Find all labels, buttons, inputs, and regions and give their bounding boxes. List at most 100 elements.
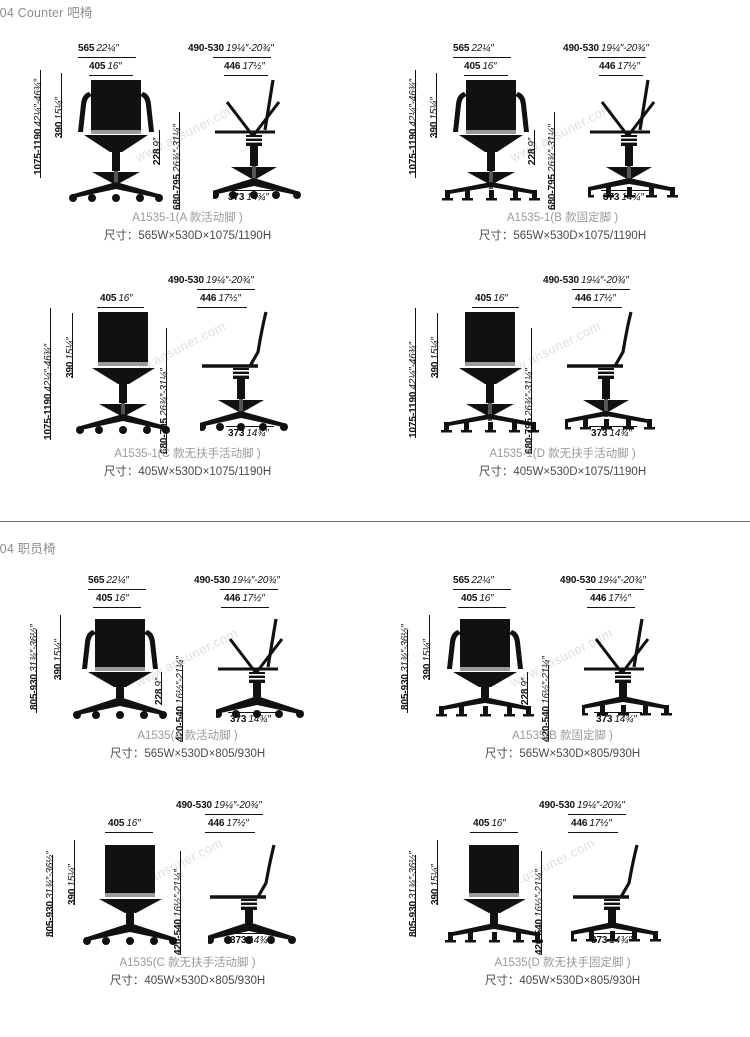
- dim-rule: [587, 607, 635, 609]
- dim-rule: [40, 70, 42, 178]
- product-name: A1535-1(B 款固定脚 ): [506, 212, 619, 224]
- product-dimensions: 尺寸：565W×530D×805/930H: [484, 747, 641, 760]
- dim-backrest-390: 39015¼″: [53, 639, 64, 680]
- dim-width-405: 405 16″: [108, 818, 141, 829]
- product-dimensions: 尺寸：405W×530D×1075/1190H: [103, 465, 272, 478]
- dim-rule: [60, 615, 62, 680]
- section-title-task: .04 职员椅: [0, 542, 56, 556]
- chair-side-view: [582, 617, 678, 727]
- dim-total-height: 1075-119042¼″-46¾″: [43, 344, 54, 440]
- chair-front-view: [431, 617, 539, 727]
- dim-depth-446: 446 17½″: [575, 293, 616, 304]
- chair-front-view: [70, 310, 178, 435]
- dim-rule: [105, 832, 153, 834]
- dim-rule: [72, 313, 74, 378]
- dim-rule: [601, 190, 649, 192]
- dim-total-height: 805-93031¾″-36½″: [408, 851, 419, 937]
- dim-rule: [180, 851, 182, 955]
- dim-rule: [220, 589, 278, 591]
- chair-front-view: [437, 78, 545, 203]
- dim-rule: [554, 112, 556, 210]
- dim-total-height: 1075-119042¼″-46¾″: [408, 342, 419, 438]
- dim-total-height: 805-93031¾″-36½″: [400, 624, 411, 710]
- dim-depth-490-530: 490-530 19¼″-20¾″: [188, 43, 274, 54]
- dim-rule: [541, 851, 543, 955]
- dim-width-405: 405 16″: [473, 818, 506, 829]
- dim-depth-446: 446 17½″: [200, 293, 241, 304]
- product-dimensions: 尺寸：405W×530D×805/930H: [109, 974, 266, 987]
- dim-depth-490-530: 490-530 19¼″-20¾″: [194, 575, 280, 586]
- section-divider: [0, 521, 750, 522]
- dim-backrest-390: 39015¼″: [430, 864, 441, 905]
- dim-depth-446: 446 17½″: [208, 818, 249, 829]
- chair-front-view: [437, 310, 545, 435]
- chair-side-view: [200, 310, 296, 435]
- product-dimensions: 尺寸：565W×530D×805/930H: [109, 747, 266, 760]
- product-cell-a1535-1-c: www.ansuner.com 405 16″ 490-530 19¼″-20¾″ …: [0, 268, 375, 528]
- dim-rule: [179, 112, 181, 210]
- dim-total-height: 805-93031¾″-36½″: [45, 851, 56, 937]
- product-dimensions: 尺寸：565W×530D×1075/1190H: [103, 229, 272, 242]
- dim-depth-490-530: 490-530 19¼″-20¾″: [176, 800, 262, 811]
- product-cell-a1535-b: www.ansuner.com 565 22¼″ 405 16″ 490-530 19…: [375, 565, 750, 825]
- dim-width-565: 565 22¼″: [88, 575, 129, 586]
- dim-depth-490-530: 490-530 19¼″-20¾″: [560, 575, 646, 586]
- product-name: A1535(B 款固定脚 ): [512, 730, 613, 742]
- dim-rule: [527, 672, 529, 705]
- dim-depth-446: 446 17½″: [224, 593, 265, 604]
- dim-width-405: 405 16″: [100, 293, 133, 304]
- dim-rule: [588, 57, 646, 59]
- dim-rule: [88, 589, 146, 591]
- dim-rule: [436, 73, 438, 138]
- dim-rule: [415, 855, 417, 937]
- dim-total-height: 805-93031¾″-36½″: [29, 624, 40, 710]
- dim-rule: [453, 589, 511, 591]
- dim-rule: [429, 615, 431, 680]
- dim-rule: [568, 832, 618, 834]
- dim-width-405: 405 16″: [461, 593, 494, 604]
- product-name: A1535-1(C 款无扶手活动脚 ): [114, 448, 261, 460]
- dim-rule: [226, 426, 274, 428]
- dim-total-height: 1075-119042¼″-46¾″: [33, 79, 44, 175]
- section-title-counter: .04 Counter 吧椅: [0, 6, 93, 20]
- product-dimensions: 尺寸：405W×530D×805/930H: [484, 974, 641, 987]
- dim-depth-446: 446 17½″: [590, 593, 631, 604]
- chair-front-view: [62, 78, 170, 203]
- product-dimensions: 尺寸：565W×530D×1075/1190H: [478, 229, 647, 242]
- dim-rule: [226, 190, 274, 192]
- dim-rule: [453, 57, 511, 59]
- product-cell-a1535-1-b: www.ansuner.com 565 22¼″ 405 16″ 490-530 19…: [375, 30, 750, 290]
- dim-rule: [437, 840, 439, 905]
- dim-rule: [407, 630, 409, 713]
- dim-depth-490-530: 490-530 19¼″-20¾″: [543, 275, 629, 286]
- product-name: A1535-1(A 款活动脚 ): [132, 212, 243, 224]
- dim-rule: [159, 130, 161, 165]
- dim-rule: [197, 289, 255, 291]
- dim-rule: [415, 308, 417, 438]
- dim-rule: [594, 712, 642, 714]
- chair-side-view: [588, 78, 684, 203]
- dim-rule: [572, 307, 622, 309]
- dim-rule: [464, 75, 508, 77]
- product-cell-a1535-1-a: www.ansuner.com 565 22¼″ 405 16″ 490-530 19…: [0, 30, 375, 290]
- product-name: A1535-1(D 款无扶手活动脚 ): [489, 448, 636, 460]
- chair-front-view: [77, 843, 185, 953]
- product-cell-a1535-1-d: www.ansuner.com 405 16″ 490-530 19¼″-20¾″ …: [375, 268, 750, 528]
- product-cell-a1535-d: www.ansuner.com 405 16″ 490-530 19¼″-20¾″ …: [375, 785, 750, 1037]
- dim-depth-446: 446 17½″: [224, 61, 265, 72]
- product-name: A1535(C 款无扶手活动脚 ): [119, 957, 256, 969]
- chair-front-view: [441, 843, 549, 953]
- dim-rule: [50, 308, 52, 440]
- dim-width-405: 405 16″: [464, 61, 497, 72]
- dim-rule: [458, 607, 506, 609]
- dim-rule: [89, 75, 133, 77]
- dim-rule: [572, 289, 630, 291]
- dim-rule: [36, 630, 38, 713]
- dim-width-405: 405 16″: [96, 593, 129, 604]
